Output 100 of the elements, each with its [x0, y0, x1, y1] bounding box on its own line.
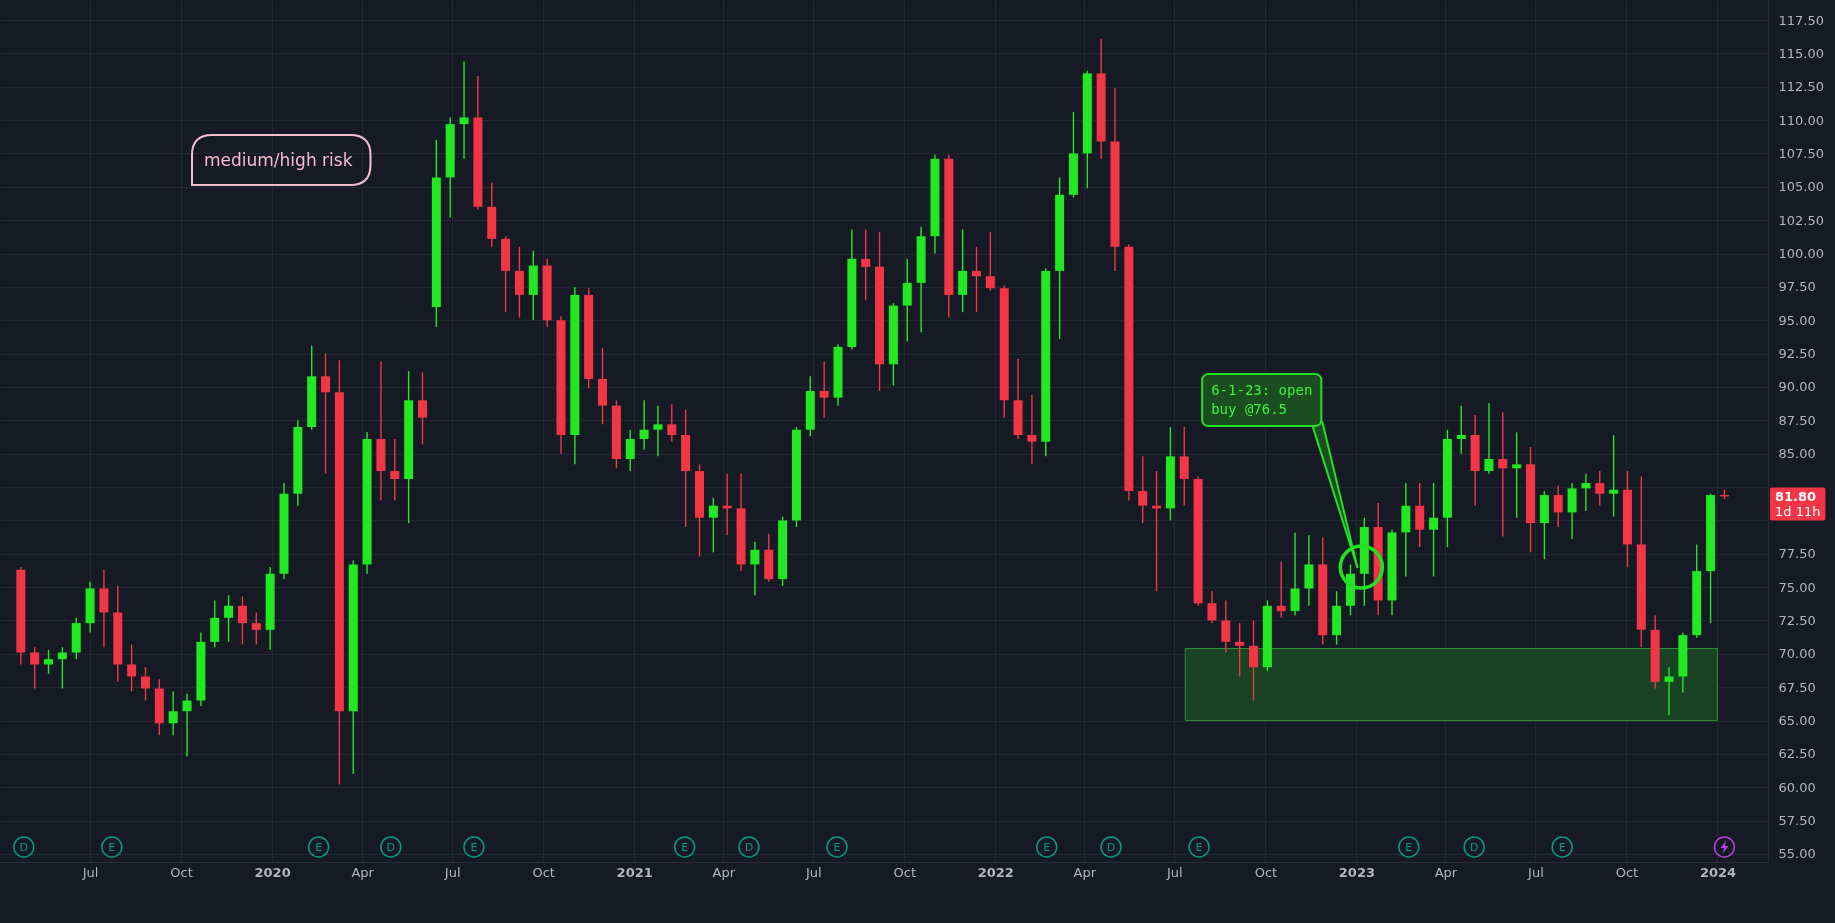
candlestick [168, 690, 178, 736]
text: 81.80 [1775, 489, 1817, 505]
y-tick-label: 102.50 [1778, 212, 1824, 228]
x-tick-label: 2022 [977, 864, 1014, 880]
candlestick [57, 646, 67, 690]
y-tick-label: 67.50 [1778, 679, 1816, 695]
y-tick-label: 70.00 [1778, 646, 1816, 662]
y-tick-label: 60.00 [1778, 779, 1816, 795]
candlestick [861, 228, 871, 301]
y-tick-label: 107.50 [1778, 145, 1824, 161]
candlestick [1429, 482, 1439, 578]
candlestick [653, 404, 663, 458]
candlestick [237, 595, 247, 646]
candlestick [639, 399, 649, 451]
candlestick [708, 497, 718, 554]
annotation: E [470, 841, 478, 854]
candlestick [1138, 455, 1148, 524]
annotation: E [1558, 841, 1566, 854]
candlestick [1456, 404, 1466, 455]
y-tick-label: 55.00 [1778, 846, 1816, 862]
x-tick-label: Apr [1434, 864, 1458, 880]
x-tick-label: Jul [1527, 864, 1544, 880]
candlestick [459, 60, 469, 160]
y-tick-label: 92.50 [1778, 346, 1816, 362]
candlestick [1179, 426, 1189, 507]
y-tick-label: 87.50 [1778, 412, 1816, 428]
candlestick [30, 646, 40, 690]
candlestick [667, 403, 677, 443]
candlestick [182, 693, 192, 758]
x-tick-label: 2020 [254, 864, 291, 880]
y-tick-label: 65.00 [1778, 713, 1816, 729]
candlestick [1553, 485, 1563, 528]
candlestick [390, 438, 400, 502]
candlestick [1235, 622, 1245, 678]
x-tick-label: 2024 [1699, 864, 1737, 880]
x-tick-label: Apr [351, 864, 375, 880]
annotation: E [681, 841, 689, 854]
candlestick [985, 231, 995, 292]
annotation: D [744, 841, 754, 854]
annotation: D [19, 841, 29, 854]
candlestick [625, 428, 635, 472]
y-tick-label: 112.50 [1778, 79, 1824, 95]
annotation: E [833, 841, 841, 854]
x-tick-label: Oct [1254, 864, 1278, 880]
x-tick-label: Jul [81, 864, 99, 880]
y-tick-label: 72.50 [1778, 612, 1816, 628]
y-tick-label: 105.00 [1778, 179, 1824, 195]
y-tick-label: 57.50 [1778, 813, 1816, 829]
candlestick [127, 643, 137, 692]
annotation: E [1195, 841, 1203, 854]
annotation: medium/high risk [204, 150, 353, 170]
candlestick [1581, 473, 1591, 512]
x-tick-label: Jul [1166, 864, 1183, 880]
y-tick-label: 110.00 [1778, 112, 1824, 128]
candlestick [44, 649, 54, 675]
x-tick-label: Oct [1615, 864, 1639, 880]
candlestick [321, 352, 331, 475]
annotation: E [1405, 841, 1413, 854]
candlestick [417, 371, 427, 446]
y-tick-label: 100.00 [1778, 246, 1824, 262]
candlestick [251, 611, 261, 646]
candlestick [1609, 434, 1619, 518]
annotation: E [108, 841, 116, 854]
candlestick [140, 666, 150, 702]
y-tick-label: 75.00 [1778, 579, 1816, 595]
candlestick [1595, 470, 1605, 507]
y-tick-label: 97.50 [1778, 279, 1816, 295]
x-tick-label: Jul [804, 864, 822, 880]
candlestick [1276, 561, 1286, 619]
candlestick [1484, 402, 1494, 475]
x-tick-label: 2023 [1338, 864, 1375, 880]
y-tick-label: 85.00 [1778, 446, 1816, 462]
annotation: D [386, 841, 396, 854]
y-tick-label: 115.00 [1778, 45, 1824, 61]
y-tick-label: 77.50 [1778, 546, 1816, 562]
x-tick-label: Apr [712, 864, 736, 880]
annotation: D [1469, 841, 1479, 854]
candlestick [750, 541, 760, 596]
y-tick-label: 117.50 [1778, 12, 1824, 28]
x-tick-label: Oct [893, 864, 917, 880]
candlestick [902, 258, 912, 343]
candlestick [1290, 531, 1300, 616]
text: 1d 11h [1775, 504, 1821, 520]
annotation: E [315, 841, 323, 854]
candlestick [972, 246, 981, 313]
candlestick [1498, 411, 1508, 538]
candlestick [1249, 619, 1259, 702]
y-tick-label: 62.50 [1778, 746, 1816, 762]
candlestick [1512, 431, 1522, 519]
annotation: D [1106, 841, 1116, 854]
x-tick-label: Oct [532, 864, 555, 880]
y-tick-label: 95.00 [1778, 312, 1816, 328]
candlestick [819, 360, 829, 419]
candlestick [1207, 590, 1217, 624]
candlestick [1664, 666, 1674, 716]
annotation: E [1043, 841, 1051, 854]
candlestick [224, 594, 234, 643]
x-tick-label: Oct [170, 864, 193, 880]
x-tick-label: Apr [1073, 864, 1097, 880]
y-tick-label: 90.00 [1778, 379, 1816, 395]
